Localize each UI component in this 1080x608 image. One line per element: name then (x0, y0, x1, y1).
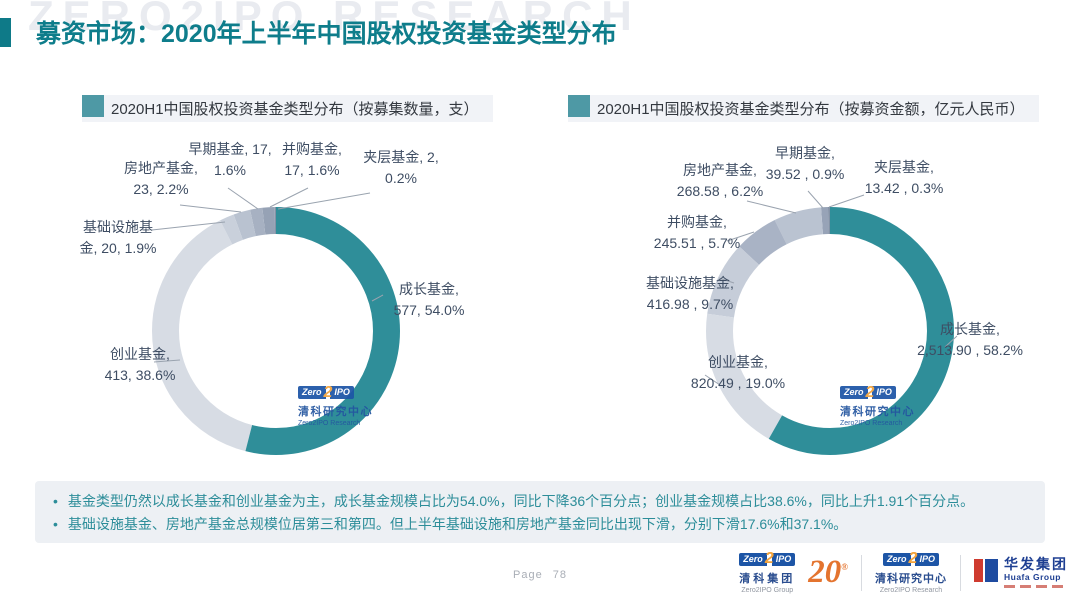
donut-segment-1 (706, 207, 954, 455)
huafa-icon (974, 559, 998, 582)
donut-by-amount-svg (704, 190, 958, 455)
leader-line (151, 221, 226, 231)
summary-bullet-box: • 基金类型仍然以成长基金和创业基金为主，成长基金规模占比为54.0%，同比下降… (35, 481, 1045, 543)
leader-line (718, 277, 735, 284)
divider (861, 554, 862, 591)
leader-line (153, 359, 181, 363)
label-growth-fund: 成长基金, 2,513.90 , 58.2% (917, 321, 1023, 358)
label-infrastructure-fund: 基础设施基金, 416.98 , 9.7% (646, 275, 734, 312)
zero2ipo-watermark-text: ZERO2IPO RESEARCH (28, 0, 641, 39)
teal-square-marker (568, 94, 590, 117)
leader-line (269, 187, 309, 208)
label-growth-fund: 成长基金, 577, 54.0% (393, 281, 465, 318)
leader-line (179, 204, 242, 213)
label-venture-fund: 创业基金, 413, 38.6% (104, 346, 176, 383)
zero2ipo-badge-icon: Zero 2 IPO (739, 551, 796, 567)
divider (960, 554, 961, 591)
leader-line (704, 374, 721, 386)
huafa-tagline-marks (1004, 585, 1063, 588)
zero2ipo-research-logo: Zero 2 IPO 清科研究中心 Zero2IPO Research (875, 550, 947, 595)
bullet-item: • 基金类型仍然以成长基金和创业基金为主，成长基金规模占比为54.0%，同比下降… (53, 490, 1027, 513)
bullet-text: 基金类型仍然以成长基金和创业基金为主，成长基金规模占比为54.0%，同比下降36… (67, 493, 975, 509)
left-chart-title: 2020H1中国股权投资基金类型分布（按募集数量，支） (82, 94, 493, 122)
leader-line (726, 231, 755, 242)
bullet-text: 基础设施基金、房地产基金总规模位居第三和第四。但上半年基础设施和房地产基金同比出… (67, 516, 848, 532)
donut-chart-by-amount: 早期基金, 39.52 , 0.9% 夹层基金, 13.42 , 0.3% 房地产基… (612, 133, 1078, 479)
leader-line (227, 187, 259, 210)
leader-line (944, 335, 958, 348)
right-chart-title-text: 2020H1中国股权投资基金类型分布（按募资金额，亿元人民币） (597, 101, 1025, 118)
bullet-marker: • (53, 493, 58, 509)
donut-segment-1 (152, 207, 400, 455)
left-chart-title-text: 2020H1中国股权投资基金类型分布（按募集数量，支） (111, 101, 479, 118)
20th-anniversary-logo: 20® (808, 554, 848, 590)
label-mezzanine-fund: 夹层基金, 2, 0.2% (363, 149, 439, 186)
leader-line (371, 294, 384, 302)
label-early-fund: 早期基金, 17, 1.6% (188, 141, 272, 178)
label-venture-fund: 创业基金, 820.49 , 19.0% (690, 354, 786, 391)
label-buyout-fund: 并购基金, 17, 1.6% (282, 141, 342, 178)
title-accent-bar (0, 18, 11, 47)
page-title: 募资市场：2020年上半年中国股权投资基金类型分布 (36, 20, 617, 48)
leader-line (746, 200, 797, 214)
zero2ipo-badge-icon: Zero 2 IPO (883, 551, 939, 567)
leader-line (277, 192, 371, 210)
right-chart-title: 2020H1中国股权投资基金类型分布（按募资金额，亿元人民币） (568, 94, 1039, 122)
label-infrastructure-fund: 基础设施基 金, 20, 1.9% (79, 219, 157, 256)
leader-line (807, 190, 824, 209)
huafa-group-logo: 华发集团 Huafa Group (974, 557, 1068, 588)
label-mezzanine-fund: 夹层基金, 13.42 , 0.3% (864, 159, 944, 196)
label-real-estate-fund: 房地产基金, 23, 2.2% (124, 160, 198, 197)
page-number: Page 78 (513, 569, 567, 581)
label-buyout-fund: 并购基金, 245.51 , 5.7% (653, 214, 741, 251)
zero2ipo-center-watermark: Zero 2 IPO 清科研究中心 Zero2IPO Research (298, 383, 373, 427)
bullet-item: • 基础设施基金、房地产基金总规模位居第三和第四。但上半年基础设施和房地产基金同… (53, 513, 1027, 536)
donut-segment-0 (152, 207, 400, 455)
label-early-fund: 早期基金, 39.52 , 0.9% (765, 145, 845, 182)
zero2ipo-logo: Zero 2 IPO (298, 384, 354, 401)
zero2ipo-center-watermark: Zero 2 IPO 清科研究中心 Zero2IPO Research (840, 383, 915, 427)
donut-segment-0 (706, 207, 954, 455)
bullet-marker: • (53, 516, 58, 532)
donut-chart-by-count: 早期基金, 17, 1.6% 并购基金, 17, 1.6% 夹层基金, 2, 0.2%… (70, 133, 536, 479)
zero2ipo-group-logo: Zero 2 IPO 清科集团 Zero2IPO Group (739, 550, 796, 594)
zero2ipo-logo: Zero 2 IPO (840, 384, 896, 401)
label-real-estate-fund: 房地产基金, 268.58 , 6.2% (676, 162, 764, 199)
donut-by-count-svg (151, 187, 400, 455)
footer-logos: Zero 2 IPO 清科集团 Zero2IPO Group 20® Zero 2 IP… (739, 550, 1068, 595)
teal-square-marker (82, 94, 104, 117)
leader-line (828, 194, 865, 208)
